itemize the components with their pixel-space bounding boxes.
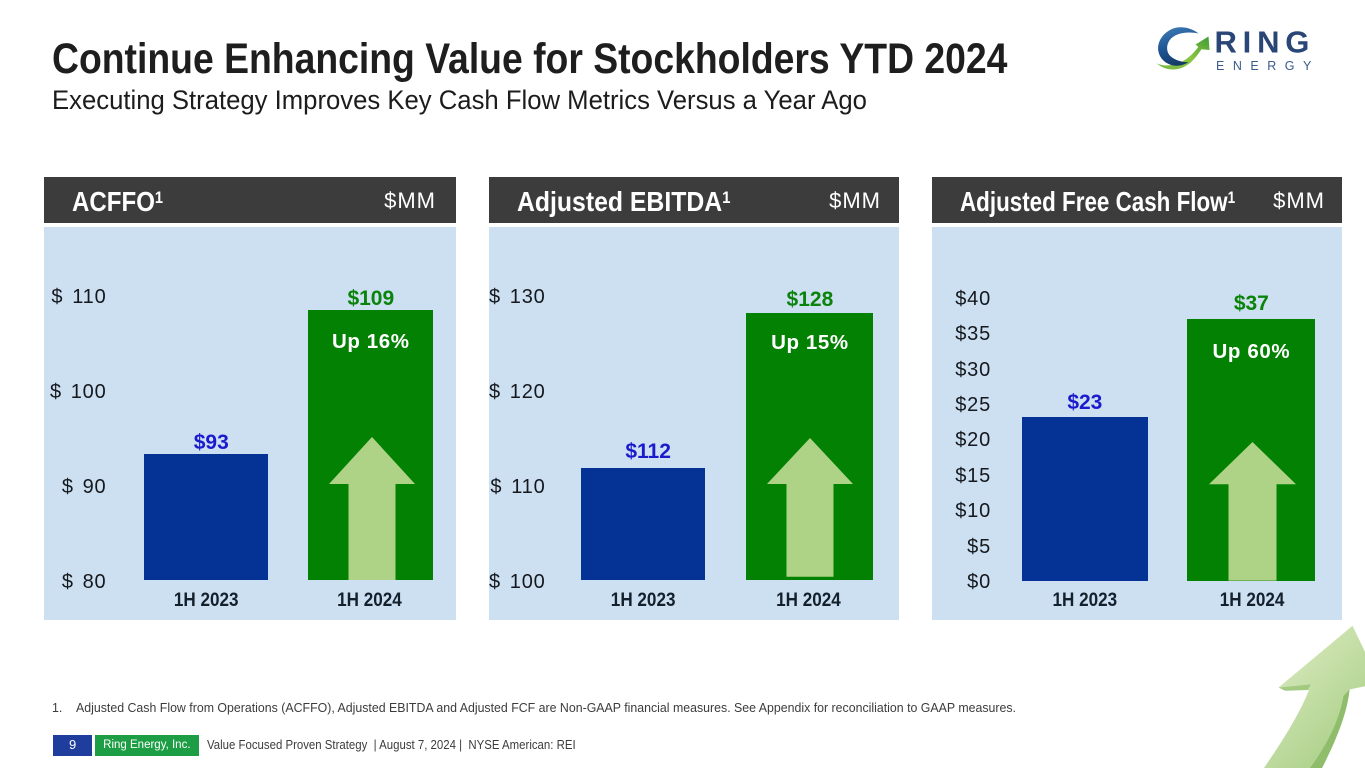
svg-text:RING: RING — [1215, 25, 1316, 60]
svg-text:ENERGY: ENERGY — [1216, 59, 1320, 73]
